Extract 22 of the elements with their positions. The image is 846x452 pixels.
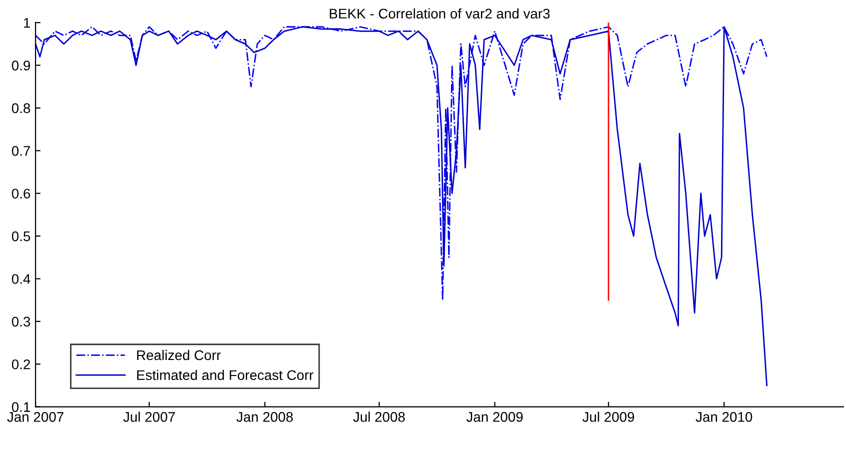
x-tick-label: Jul 2009 (582, 412, 634, 422)
legend-label: Realized Corr (137, 350, 221, 360)
x-tick-label: Jul 2008 (353, 412, 405, 422)
y-tick-label: 0.2 (12, 359, 30, 370)
y-tick-label: 0.8 (12, 103, 30, 114)
chart-title: BEKK - Correlation of var2 and var3 (330, 8, 550, 19)
y-tick-label: 0.3 (12, 316, 30, 327)
x-tick-label: Jan 2010 (696, 412, 752, 422)
y-tick-label: 0.1 (12, 402, 30, 412)
x-tick-label: Jan 2008 (236, 412, 293, 422)
y-tick-label: 0.4 (12, 274, 30, 284)
y-tick-label: 0.5 (12, 231, 30, 242)
y-tick-label: 1 (24, 18, 30, 28)
legend-label: Estimated and Forecast Corr (137, 370, 314, 380)
x-tick-label: Jan 2009 (466, 412, 523, 422)
line-series (36, 26, 768, 301)
x-tick-label: Jul 2007 (123, 412, 175, 422)
y-tick-label: 0.9 (12, 60, 30, 70)
y-tick-label: 0.6 (12, 188, 30, 199)
y-tick-label: 0.7 (12, 146, 30, 156)
x-tick-label: Jan 2007 (7, 412, 64, 422)
line-series (36, 26, 768, 386)
